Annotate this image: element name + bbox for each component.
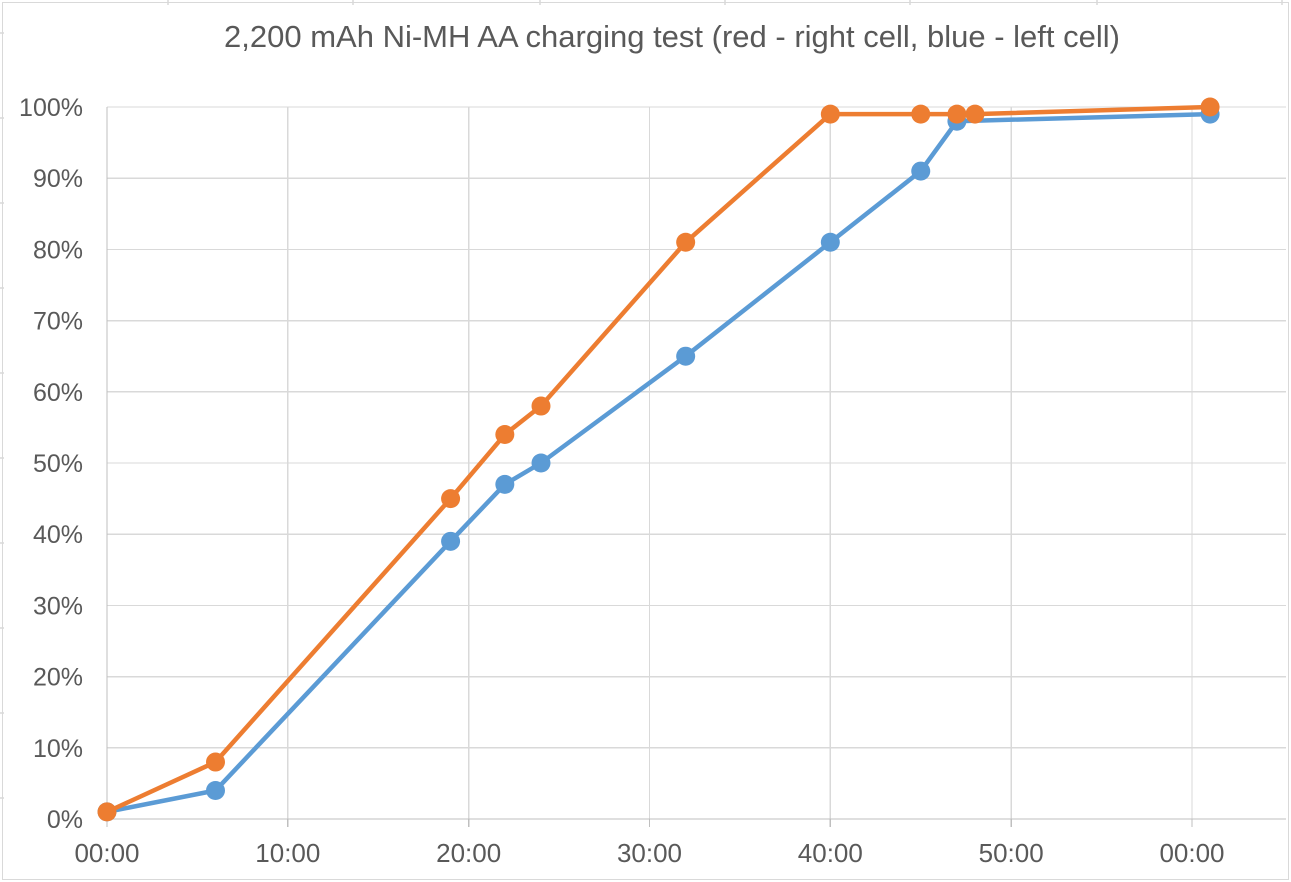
x-axis-label: 00:00 xyxy=(1159,838,1224,868)
right-cell-data-point xyxy=(1200,97,1220,117)
right-cell-data-point xyxy=(820,104,840,124)
right-cell-line xyxy=(104,104,1213,815)
left-cell-data-point xyxy=(531,453,551,473)
y-axis-label: 100% xyxy=(19,94,83,122)
gridlines xyxy=(107,106,1286,819)
right-cell-data-point xyxy=(947,104,967,124)
axis-labels: 0% 10% 20% 30% 40% 50% 60% 70% 80% 90% 100% 00:00 10… xyxy=(19,94,1224,868)
right-cell-data-point xyxy=(441,489,461,509)
left-cell-data-point xyxy=(495,474,515,494)
y-axis-label: 40% xyxy=(33,521,83,549)
right-cell-data-point xyxy=(911,104,931,124)
y-axis-label: 50% xyxy=(33,450,83,478)
data-series xyxy=(97,97,1220,822)
left-cell-data-point xyxy=(676,346,696,366)
y-axis-label: 0% xyxy=(47,806,83,834)
left-cell-line xyxy=(104,111,1213,815)
left-cell-data-point xyxy=(820,232,840,252)
x-axis-label: 00:00 xyxy=(74,838,139,868)
y-axis-label: 60% xyxy=(33,379,83,407)
x-axis-label: 10:00 xyxy=(255,838,320,868)
right-cell-data-point xyxy=(206,752,225,772)
axes xyxy=(106,107,1286,827)
right-cell-data-point xyxy=(531,396,551,416)
x-axis-label: 50:00 xyxy=(979,838,1044,868)
right-cell-data-point xyxy=(965,104,985,124)
x-axis-label: 30:00 xyxy=(617,838,682,868)
x-axis-label: 40:00 xyxy=(798,838,863,868)
right-cell-data-point xyxy=(676,232,696,252)
y-axis-label: 90% xyxy=(33,165,83,193)
right-cell-data-point xyxy=(495,425,515,445)
x-axis-label: 20:00 xyxy=(436,838,501,868)
right-cell-data-point xyxy=(97,802,117,822)
left-cell-data-point xyxy=(911,161,931,181)
left-cell-data-point xyxy=(206,781,225,801)
y-axis-label: 30% xyxy=(33,592,83,620)
chart-title: 2,200 mAh Ni-MH AA charging test (red - … xyxy=(224,19,1120,54)
left-cell-data-point xyxy=(441,531,461,551)
y-axis-label: 20% xyxy=(33,664,83,692)
y-axis-label: 80% xyxy=(33,236,83,264)
y-axis-label: 70% xyxy=(33,308,83,336)
y-axis-label: 10% xyxy=(33,735,83,763)
